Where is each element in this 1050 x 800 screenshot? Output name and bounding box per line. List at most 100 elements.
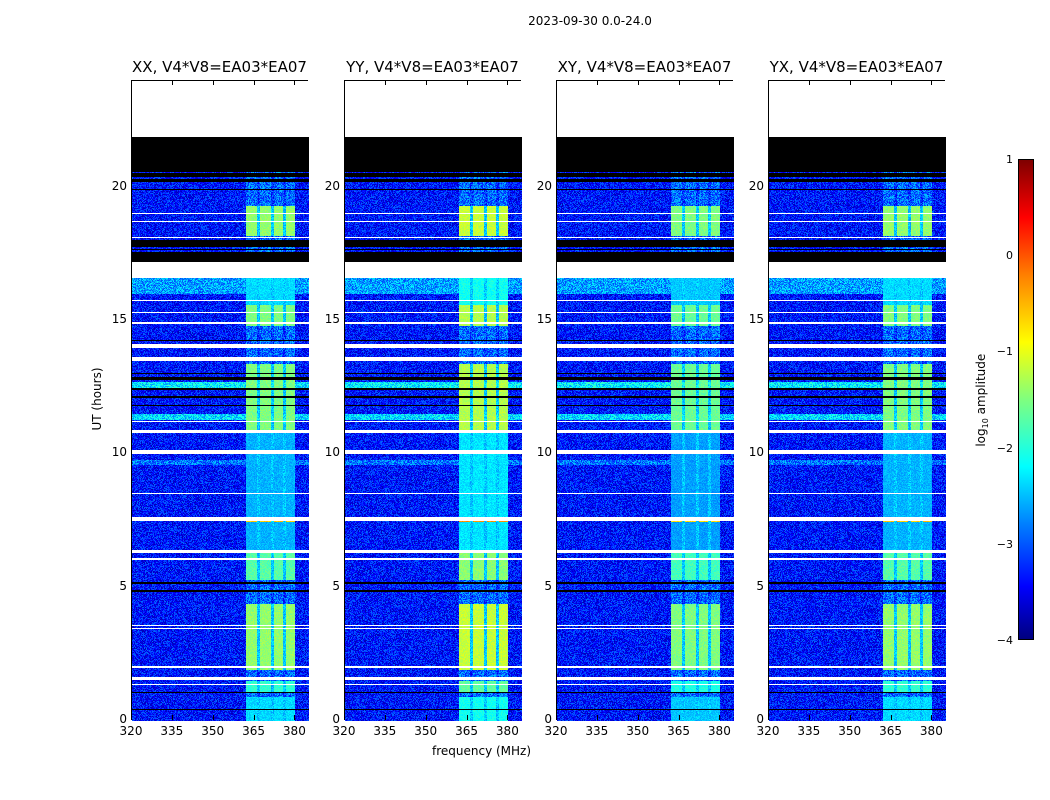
x-tick-mark bbox=[719, 80, 721, 85]
x-tick-label: 350 bbox=[838, 724, 862, 738]
spectrogram-image bbox=[132, 81, 309, 721]
x-tick-mark bbox=[768, 715, 769, 720]
x-tick-mark bbox=[678, 715, 680, 720]
x-tick-mark bbox=[131, 80, 132, 85]
x-tick-label: 335 bbox=[373, 724, 397, 738]
x-tick-label: 320 bbox=[332, 724, 356, 738]
x-tick-label: 350 bbox=[626, 724, 650, 738]
x-tick-mark bbox=[294, 80, 296, 85]
x-tick-label: 335 bbox=[797, 724, 821, 738]
x-tick-mark bbox=[384, 80, 386, 85]
x-tick-mark bbox=[212, 715, 214, 720]
colorbar-tick-label: −3 bbox=[996, 537, 1013, 551]
x-tick-mark bbox=[931, 715, 933, 720]
y-tick-label: 15 bbox=[324, 312, 340, 326]
y-tick-label: 5 bbox=[756, 578, 764, 593]
x-tick-label: 320 bbox=[119, 724, 143, 738]
spectrogram-panel bbox=[768, 80, 946, 721]
panel-title: XY, V4*V8=EA03*EA07 bbox=[557, 58, 732, 76]
spectrogram-panel bbox=[556, 80, 734, 721]
x-tick-mark bbox=[808, 715, 810, 720]
x-tick-mark bbox=[171, 80, 173, 85]
x-axis-label: frequency (MHz) bbox=[432, 744, 532, 758]
x-tick-mark bbox=[384, 715, 386, 720]
x-tick-mark bbox=[678, 80, 680, 85]
colorbar bbox=[1018, 159, 1034, 640]
x-tick-label: 335 bbox=[585, 724, 609, 738]
x-tick-mark bbox=[466, 715, 468, 720]
x-tick-mark bbox=[556, 715, 557, 720]
x-tick-label: 335 bbox=[160, 724, 184, 738]
x-tick-label: 365 bbox=[667, 724, 690, 738]
x-tick-mark bbox=[556, 80, 557, 85]
colorbar-tick-label: 1 bbox=[1006, 153, 1013, 166]
y-tick-label: 15 bbox=[536, 312, 552, 326]
y-tick-label: 15 bbox=[111, 312, 127, 326]
x-tick-label: 350 bbox=[414, 724, 438, 738]
y-tick-label: 5 bbox=[119, 578, 127, 593]
colorbar-tick-label: −4 bbox=[996, 634, 1013, 647]
y-tick-label: 10 bbox=[748, 445, 764, 460]
panel-title: XX, V4*V8=EA03*EA07 bbox=[132, 58, 307, 76]
x-tick-mark bbox=[507, 80, 509, 85]
x-tick-label: 380 bbox=[282, 724, 306, 738]
x-tick-mark bbox=[425, 715, 427, 720]
x-tick-mark bbox=[171, 715, 173, 720]
x-tick-mark bbox=[768, 80, 769, 85]
x-tick-mark bbox=[890, 715, 892, 720]
colorbar-label: log10 amplitude bbox=[973, 353, 991, 447]
spectrogram-panel bbox=[344, 80, 522, 721]
x-tick-label: 365 bbox=[879, 724, 902, 738]
y-tick-label: 15 bbox=[748, 312, 764, 326]
y-tick-label: 20 bbox=[111, 178, 127, 193]
y-tick-label: 0 bbox=[332, 712, 340, 726]
y-tick-label: 5 bbox=[332, 578, 340, 593]
y-tick-label: 20 bbox=[536, 178, 552, 193]
colorbar-tick-label: −1 bbox=[996, 345, 1013, 359]
x-tick-label: 350 bbox=[201, 724, 225, 738]
spectrogram-image bbox=[557, 81, 734, 721]
x-tick-mark bbox=[596, 80, 598, 85]
x-tick-mark bbox=[849, 715, 851, 720]
x-tick-label: 380 bbox=[707, 724, 731, 738]
x-tick-mark bbox=[425, 80, 427, 85]
x-tick-mark bbox=[212, 80, 214, 85]
y-tick-label: 5 bbox=[544, 578, 552, 593]
spectrogram-image bbox=[769, 81, 946, 721]
x-tick-mark bbox=[344, 80, 345, 85]
panel-title: YX, V4*V8=EA03*EA07 bbox=[769, 58, 944, 76]
y-tick-label: 10 bbox=[536, 445, 552, 460]
y-tick-label: 20 bbox=[748, 178, 764, 193]
y-tick-label: 0 bbox=[119, 712, 127, 726]
x-tick-mark bbox=[466, 80, 468, 85]
x-tick-mark bbox=[596, 715, 598, 720]
figure-title: 2023-09-30 0.0-24.0 bbox=[528, 14, 652, 28]
y-tick-label: 10 bbox=[111, 445, 127, 460]
x-tick-mark bbox=[931, 80, 933, 85]
colorbar-tick-label: −2 bbox=[996, 441, 1013, 455]
panel-title: YY, V4*V8=EA03*EA07 bbox=[346, 58, 519, 76]
x-tick-mark bbox=[637, 715, 639, 720]
x-tick-mark bbox=[808, 80, 810, 85]
y-tick-label: 0 bbox=[544, 712, 552, 726]
x-tick-mark bbox=[719, 715, 721, 720]
x-tick-mark bbox=[253, 80, 255, 85]
x-tick-label: 365 bbox=[242, 724, 265, 738]
x-tick-mark bbox=[344, 715, 345, 720]
x-tick-label: 320 bbox=[756, 724, 780, 738]
x-tick-mark bbox=[131, 715, 132, 720]
x-tick-label: 380 bbox=[919, 724, 943, 738]
x-tick-label: 380 bbox=[495, 724, 519, 738]
colorbar-tick-label: 0 bbox=[1006, 249, 1013, 263]
y-tick-label: 0 bbox=[756, 712, 764, 726]
x-tick-mark bbox=[637, 80, 639, 85]
x-tick-mark bbox=[849, 80, 851, 85]
y-tick-label: 20 bbox=[324, 178, 340, 193]
spectrogram-panel bbox=[131, 80, 309, 721]
x-tick-mark bbox=[253, 715, 255, 720]
spectrogram-image bbox=[345, 81, 522, 721]
y-tick-label: 10 bbox=[324, 445, 340, 460]
x-tick-label: 320 bbox=[544, 724, 568, 738]
x-tick-label: 365 bbox=[455, 724, 478, 738]
x-tick-mark bbox=[890, 80, 892, 85]
